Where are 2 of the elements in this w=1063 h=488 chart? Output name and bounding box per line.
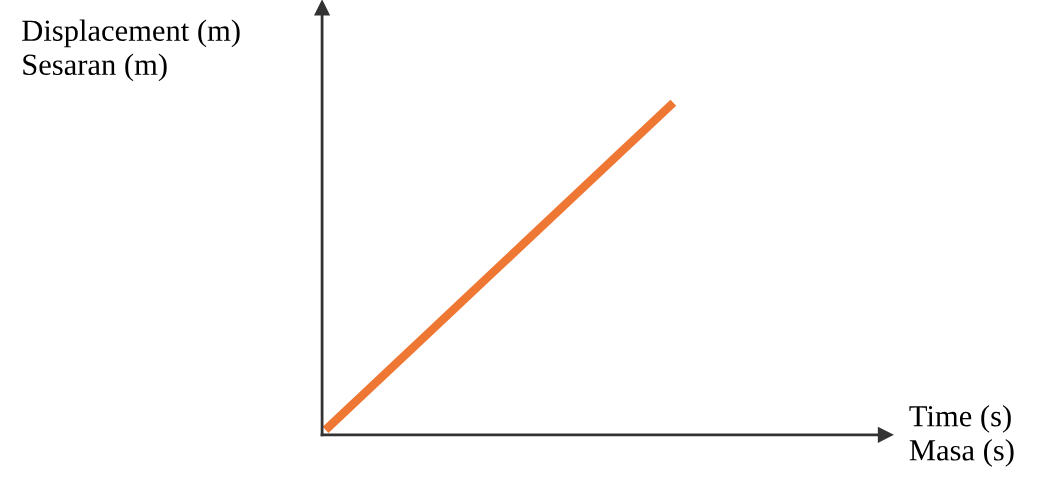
y-axis-title: Displacement (m) Sesaran (m) [22, 19, 240, 82]
x-axis-title: Time (s) Masa (s) [909, 405, 1014, 467]
